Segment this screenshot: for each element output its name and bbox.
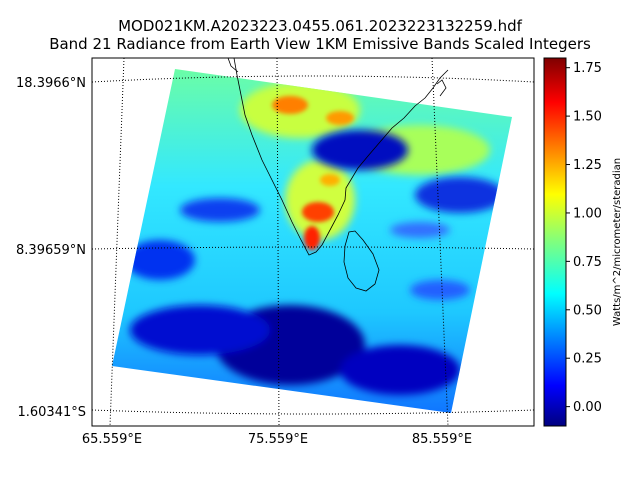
radiance-swath	[112, 69, 512, 413]
colorbar-tick-label: 0.75	[573, 255, 602, 270]
lon-label-west: 65.559°E	[82, 432, 142, 447]
lat-label-south: 1.60341°S	[17, 405, 86, 420]
plot-title-filename: MOD021KM.A2023223.0455.061.2023223132259…	[118, 17, 522, 35]
colorbar-tick-label: 1.50	[573, 110, 602, 125]
lat-label-middle: 8.39659°N	[16, 243, 86, 258]
colorbar-tick-label: 1.00	[573, 206, 602, 221]
coastline	[227, 58, 449, 292]
plot-title-description: Band 21 Radiance from Earth View 1KM Emi…	[49, 35, 591, 53]
colorbar-tick-label: 0.00	[573, 400, 602, 415]
colorbar	[543, 57, 567, 427]
lon-label-east: 85.559°E	[412, 432, 472, 447]
graticule	[92, 58, 534, 426]
map-frame	[91, 57, 535, 427]
lat-label-north: 18.3966°N	[16, 76, 86, 91]
colorbar-tick-label: 1.75	[573, 61, 602, 76]
lon-label-center: 75.559°E	[248, 432, 308, 447]
colorbar-tick-label: 0.25	[573, 352, 602, 367]
colorbar-tick-label: 0.50	[573, 303, 602, 318]
colorbar-unit-label: Watts/m^2/micrometer/steradian	[612, 158, 623, 326]
colorbar-tick-label: 1.25	[573, 158, 602, 173]
colorbar-ticks: 0.00 0.25 0.50 0.75 1.00 1.25 1.50 1.75	[566, 61, 602, 415]
